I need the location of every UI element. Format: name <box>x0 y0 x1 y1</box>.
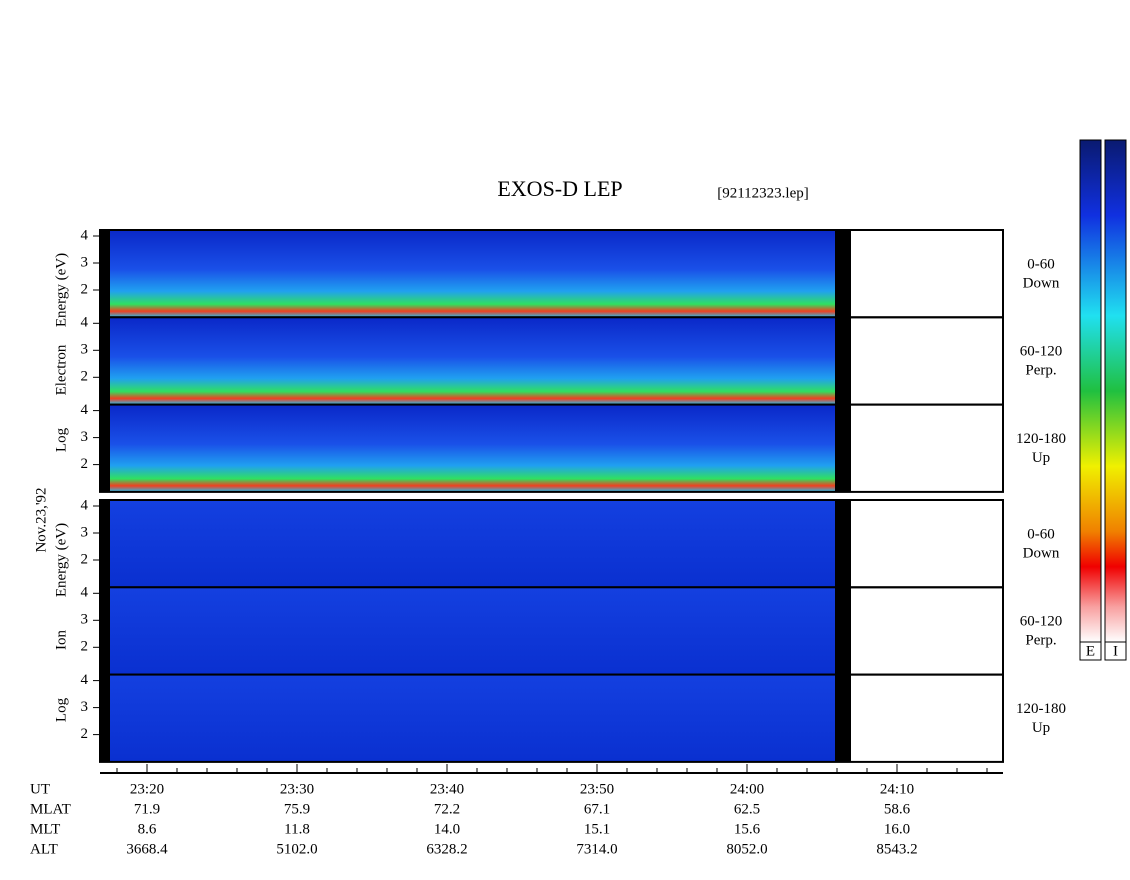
left-gap <box>100 587 110 675</box>
row-value: 23:40 <box>430 781 464 797</box>
y-tick-label: 2 <box>81 639 89 655</box>
row-value: 14.0 <box>434 821 460 837</box>
direction: Up <box>1032 720 1050 736</box>
pitch-angle: 120-180 <box>1016 701 1066 717</box>
spectrogram <box>110 500 835 588</box>
row-name: UT <box>30 781 50 797</box>
colorbar-box <box>1104 641 1127 661</box>
y-tick-label: 4 <box>81 402 89 418</box>
left-gap <box>100 317 110 405</box>
row-value: 23:20 <box>130 781 164 797</box>
spectrogram <box>110 404 835 492</box>
row-value: 58.6 <box>884 801 911 817</box>
y-tick-label: 3 <box>81 342 89 358</box>
pitch-angle: 60-120 <box>1020 344 1063 360</box>
direction: Down <box>1023 545 1060 561</box>
left-gap <box>100 500 110 588</box>
title: EXOS-D LEP <box>497 176 622 201</box>
left-gap <box>100 674 110 762</box>
row-value: 15.6 <box>734 821 761 837</box>
row-value: 7314.0 <box>576 841 617 857</box>
spectrogram <box>110 317 835 405</box>
pitch-angle: 0-60 <box>1027 256 1055 272</box>
row-name: MLT <box>30 821 60 837</box>
row-value: 75.9 <box>284 801 310 817</box>
row-value: 15.1 <box>584 821 610 837</box>
y-tick-label: 4 <box>81 315 89 331</box>
file-name: [92112323.lep] <box>717 185 809 201</box>
axis-label: Ion <box>53 630 69 650</box>
y-tick-label: 4 <box>81 585 89 601</box>
axis-label: Log <box>53 697 69 722</box>
data-gap <box>835 404 851 492</box>
spectrogram <box>110 230 835 318</box>
row-value: 6328.2 <box>426 841 467 857</box>
colorbar-box <box>1079 641 1102 661</box>
y-tick-label: 3 <box>81 612 89 628</box>
panel-frame <box>99 403 1004 493</box>
row-value: 8543.2 <box>876 841 917 857</box>
y-tick-label: 4 <box>81 227 89 243</box>
row-value: 72.2 <box>434 801 460 817</box>
axis-label: Energy (eV) <box>53 523 69 597</box>
row-value: 8.6 <box>138 821 157 837</box>
y-tick-label: 4 <box>81 672 89 688</box>
row-value: 23:50 <box>580 781 614 797</box>
row-value: 71.9 <box>134 801 160 817</box>
y-tick-label: 4 <box>81 497 89 513</box>
row-name: MLAT <box>30 801 71 817</box>
colorbar <box>1079 139 1102 643</box>
y-tick-label: 3 <box>81 254 89 270</box>
data-gap <box>835 317 851 405</box>
y-tick-label: 2 <box>81 726 89 742</box>
pitch-angle: 60-120 <box>1020 614 1063 630</box>
row-value: 23:30 <box>280 781 314 797</box>
axis-label: Energy (eV) <box>53 253 69 327</box>
left-gap <box>100 230 110 318</box>
y-tick-label: 3 <box>81 524 89 540</box>
pitch-angle: 0-60 <box>1027 526 1055 542</box>
y-tick-label: 3 <box>81 429 89 445</box>
row-value: 24:10 <box>880 781 914 797</box>
direction: Down <box>1023 275 1060 291</box>
row-value: 3668.4 <box>126 841 168 857</box>
y-tick-label: 2 <box>81 369 89 385</box>
axis-label: Log <box>53 427 69 452</box>
pitch-angle: 120-180 <box>1016 431 1066 447</box>
spectrogram <box>110 587 835 675</box>
panel-frame <box>99 673 1004 763</box>
y-tick-label: 2 <box>81 456 89 472</box>
row-value: 5102.0 <box>276 841 317 857</box>
y-tick-label: 2 <box>81 551 89 567</box>
spectrogram <box>110 674 835 762</box>
row-value: 8052.0 <box>726 841 767 857</box>
data-gap <box>835 587 851 675</box>
row-value: 24:00 <box>730 781 764 797</box>
direction: Up <box>1032 450 1050 466</box>
left-gap <box>100 404 110 492</box>
colorbar-label: I <box>1113 643 1118 659</box>
direction: Perp. <box>1025 363 1056 379</box>
data-gap <box>835 230 851 318</box>
axis-label: Electron <box>53 344 69 395</box>
row-value: 16.0 <box>884 821 910 837</box>
colorbar-label: E <box>1086 643 1095 659</box>
direction: Perp. <box>1025 633 1056 649</box>
row-value: 67.1 <box>584 801 610 817</box>
colorbar <box>1104 139 1127 643</box>
row-name: ALT <box>30 841 58 857</box>
date: Nov.23,'92 <box>33 487 49 552</box>
row-value: 62.5 <box>734 801 760 817</box>
data-gap <box>835 674 851 762</box>
row-value: 11.8 <box>284 821 310 837</box>
y-tick-label: 3 <box>81 699 89 715</box>
data-gap <box>835 500 851 588</box>
y-tick-label: 2 <box>81 281 89 297</box>
